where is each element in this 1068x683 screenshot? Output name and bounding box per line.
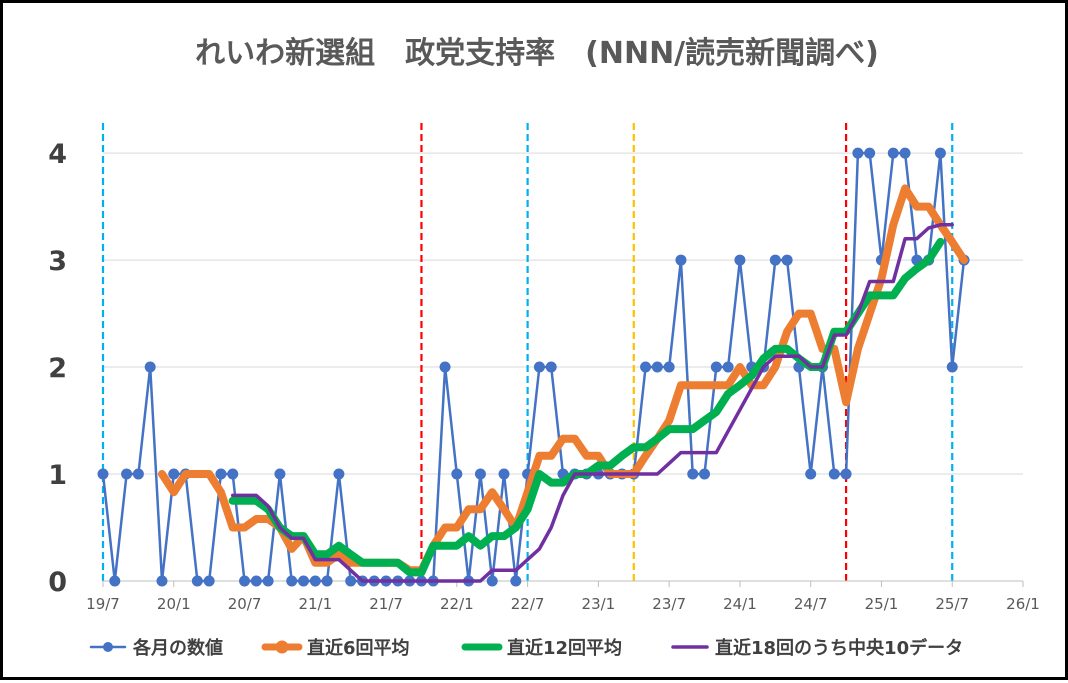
- data-point: [533, 361, 545, 373]
- x-tick-label: 25/1: [865, 595, 899, 613]
- x-tick-label: 24/1: [723, 595, 757, 613]
- data-point: [215, 468, 227, 480]
- data-point: [203, 575, 215, 587]
- data-point: [651, 361, 663, 373]
- data-point: [345, 575, 357, 587]
- series-line: [230, 223, 954, 583]
- data-point: [805, 468, 817, 480]
- data-point: [899, 147, 911, 159]
- data-point: [498, 468, 510, 480]
- x-tick-label: 25/7: [935, 595, 969, 613]
- legend-label: 直近6回平均: [307, 637, 410, 659]
- series: [97, 147, 970, 587]
- data-point: [321, 575, 333, 587]
- y-tick-label: 2: [48, 353, 67, 384]
- data-point: [781, 254, 793, 266]
- data-point: [699, 468, 711, 480]
- data-point: [274, 468, 286, 480]
- data-point: [309, 575, 321, 587]
- chart-svg: れいわ新選組 政党支持率 (NNN/読売新聞調べ) 0 1 2 3 4 19/7 20/1 2…: [48, 36, 1040, 659]
- y-tick-label: 0: [48, 567, 67, 598]
- x-tick-label: 20/1: [157, 595, 191, 613]
- data-point: [510, 575, 522, 587]
- gridlines: [103, 152, 1023, 475]
- data-point: [121, 468, 133, 480]
- legend: 各月の数値 直近6回平均 直近12回平均 直近18回のうち中央10データ: [89, 637, 963, 659]
- chart-title: れいわ新選組 政党支持率 (NNN/読売新聞調べ): [195, 36, 879, 71]
- data-point: [640, 361, 652, 373]
- data-point: [722, 361, 734, 373]
- data-point: [934, 147, 946, 159]
- data-point: [262, 575, 274, 587]
- y-tick-label: 1: [48, 460, 67, 491]
- data-point: [191, 575, 203, 587]
- x-tick-label: 20/7: [228, 595, 262, 613]
- data-point: [687, 468, 699, 480]
- data-point: [451, 468, 463, 480]
- x-tick-label: 22/1: [440, 595, 474, 613]
- x-tick-label: 22/7: [511, 595, 545, 613]
- data-point: [333, 468, 345, 480]
- data-point: [710, 361, 722, 373]
- data-point: [887, 147, 899, 159]
- data-point: [156, 575, 168, 587]
- data-point: [486, 575, 498, 587]
- data-point: [545, 361, 557, 373]
- data-point: [474, 468, 486, 480]
- data-point: [168, 468, 180, 480]
- series-line: [228, 237, 945, 577]
- x-tick-label: 26/1: [1006, 595, 1040, 613]
- data-point: [946, 361, 958, 373]
- data-point: [675, 254, 687, 266]
- data-point: [864, 147, 876, 159]
- data-point: [828, 468, 840, 480]
- x-tick-label: 23/7: [652, 595, 686, 613]
- legend-label: 各月の数値: [132, 637, 223, 659]
- x-tick-label: 21/7: [369, 595, 403, 613]
- data-point: [144, 361, 156, 373]
- x-tick-label: 23/1: [582, 595, 616, 613]
- series-line: [158, 184, 968, 575]
- data-point: [97, 468, 109, 480]
- data-point: [132, 468, 144, 480]
- data-point: [227, 468, 239, 480]
- data-point: [769, 254, 781, 266]
- data-point: [250, 575, 262, 587]
- legend-label: 直近18回のうち中央10データ: [715, 637, 963, 659]
- data-point: [840, 468, 852, 480]
- y-tick-label: 3: [48, 246, 67, 277]
- x-tick-label: 24/7: [794, 595, 828, 613]
- data-point: [298, 575, 310, 587]
- data-point: [439, 361, 451, 373]
- data-point: [734, 254, 746, 266]
- legend-label: 直近12回平均: [507, 637, 622, 659]
- x-tick-label: 21/1: [298, 595, 332, 613]
- data-point: [286, 575, 298, 587]
- y-tick-label: 4: [48, 139, 67, 170]
- legend-marker: [103, 642, 113, 652]
- data-point: [239, 575, 251, 587]
- data-point: [109, 575, 121, 587]
- data-point: [663, 361, 675, 373]
- data-point: [852, 147, 864, 159]
- legend-marker: [275, 640, 289, 654]
- x-tick-label: 19/7: [86, 595, 120, 613]
